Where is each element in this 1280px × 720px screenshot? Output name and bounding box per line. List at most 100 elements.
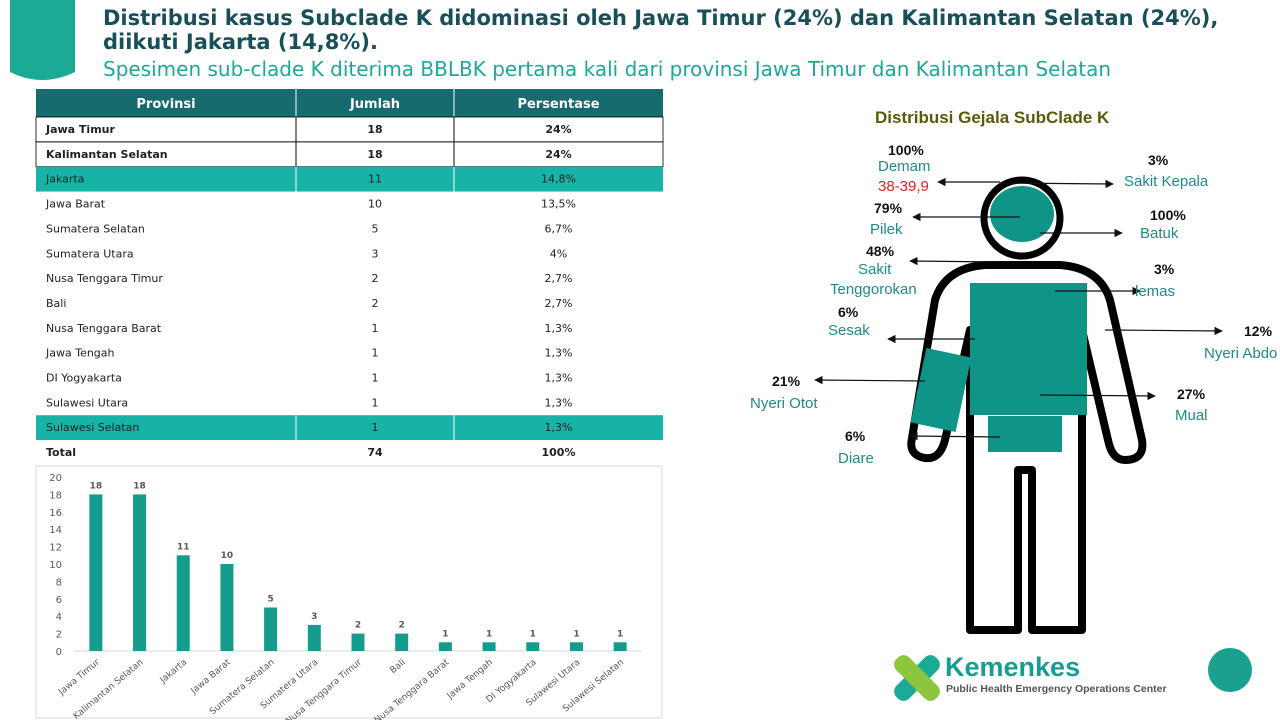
symptom-pct: 27% [1177, 386, 1206, 402]
y-tick-label: 12 [49, 543, 62, 554]
table-cell: DI Yogyakarta [46, 372, 122, 385]
table-header-bg [36, 89, 663, 117]
symptom-note: 38-39,9 [878, 178, 929, 195]
y-tick-label: 8 [56, 577, 62, 588]
arrow [814, 375, 926, 385]
value-label: 2 [355, 621, 361, 631]
body-figure [907, 176, 1147, 634]
y-tick-label: 14 [49, 525, 62, 536]
table-cell: Total [46, 446, 76, 459]
symptom-pct: 6% [845, 428, 866, 444]
column-header: Persentase [517, 97, 599, 112]
row-highlight [36, 415, 663, 441]
table-cell: Sulawesi Utara [46, 396, 128, 409]
x-tick-label: Jawa Barat [189, 657, 234, 697]
symptom-label: Tenggorokan [830, 281, 917, 298]
arrow [1104, 326, 1223, 336]
value-label: 18 [90, 481, 103, 491]
arrow [1039, 391, 1156, 401]
symptom-pct: 100% [888, 142, 924, 158]
table-cell: 74 [367, 446, 383, 459]
table-cell: 1 [372, 347, 379, 360]
bar [264, 607, 278, 651]
logo-name: Kemenkes [945, 652, 1080, 682]
x-tick-label: Jakarta [158, 658, 189, 687]
symptom-pct: 48% [866, 243, 895, 259]
y-tick-label: 2 [56, 630, 62, 641]
table-cell: Jawa Timur [45, 123, 115, 136]
y-tick-label: 6 [56, 595, 62, 606]
bar [526, 642, 540, 651]
table-cell: 11 [368, 173, 382, 186]
y-tick-label: 20 [49, 473, 62, 484]
table-cell: Jawa Barat [45, 198, 106, 211]
symptom-pct: 79% [874, 200, 903, 216]
bar [438, 642, 452, 651]
value-label: 11 [177, 542, 190, 552]
arrow [999, 179, 1114, 189]
table-cell: 24% [545, 148, 571, 161]
symptom-label: Sesak [828, 322, 870, 339]
symptom-label: Demam [878, 158, 931, 175]
symptom-pct: 100% [1150, 207, 1186, 223]
table-cell: Kalimantan Selatan [46, 148, 168, 161]
table-cell: 14,8% [541, 173, 576, 186]
arrow [909, 431, 1001, 441]
symptom-label: Sakit [858, 261, 892, 278]
value-label: 3 [311, 612, 317, 622]
table-cell: 6,7% [545, 222, 573, 235]
symptom-label: Nyeri Abdo [1204, 345, 1277, 362]
table-cell: 5 [372, 222, 379, 235]
logo-tagline: Public Health Emergency Operations Cente… [946, 683, 1167, 695]
symptoms-title: Distribusi Gejala SubClade K [875, 108, 1110, 127]
table-cell: 3 [372, 247, 379, 260]
table-cell: 1,3% [545, 396, 573, 409]
corner-shape [10, 0, 75, 80]
value-label: 2 [399, 621, 405, 631]
x-tick-label: Bali [388, 658, 407, 676]
y-tick-label: 0 [56, 647, 62, 658]
arrow [909, 256, 1001, 266]
bar [482, 642, 496, 651]
table-cell: Sumatera Utara [46, 247, 134, 260]
symptom-label: Nyeri Otot [750, 395, 818, 412]
x-tick-label: Nusa Tenggara Timur [284, 657, 364, 720]
symptom-label: Batuk [1140, 225, 1179, 242]
bar [569, 642, 583, 651]
table-cell: 100% [542, 446, 576, 459]
y-tick-label: 18 [49, 490, 62, 501]
value-label: 1 [530, 629, 536, 639]
deco-circle [1208, 648, 1252, 692]
bar [220, 564, 234, 651]
y-tick-label: 10 [49, 560, 62, 571]
table-cell: Sumatera Selatan [46, 222, 145, 235]
value-label: 1 [486, 629, 492, 639]
symptom-pct: 12% [1244, 323, 1273, 339]
table-cell: Sulawesi Selatan [46, 421, 139, 434]
subtitle: Spesimen sub-clade K diterima BBLBK pert… [103, 57, 1111, 81]
value-label: 5 [267, 595, 273, 605]
table-cell: 13,5% [541, 198, 576, 211]
symptom-label: Mual [1175, 407, 1208, 424]
bar [351, 633, 365, 651]
symptom-label: Sakit Kepala [1124, 173, 1209, 190]
table-cell: 2 [372, 297, 379, 310]
table-cell: 1,3% [545, 421, 573, 434]
value-label: 1 [442, 629, 448, 639]
logo-icon [894, 655, 940, 701]
row-highlight [36, 166, 663, 192]
symptom-pct: 3% [1148, 152, 1169, 168]
column-header: Jumlah [349, 97, 400, 112]
symptom-pct: 6% [838, 304, 859, 320]
symptom-label: lemas [1135, 283, 1175, 300]
table-cell: 1,3% [545, 372, 573, 385]
symptom-pct: 3% [1154, 261, 1175, 277]
value-label: 18 [133, 481, 146, 491]
y-tick-label: 16 [49, 508, 62, 519]
table-cell: 24% [545, 123, 571, 136]
title-line: Distribusi kasus Subclade K didominasi o… [103, 6, 1218, 30]
column-header: Provinsi [136, 97, 195, 112]
bar [133, 494, 147, 651]
table-cell: Nusa Tenggara Timur [46, 272, 163, 285]
